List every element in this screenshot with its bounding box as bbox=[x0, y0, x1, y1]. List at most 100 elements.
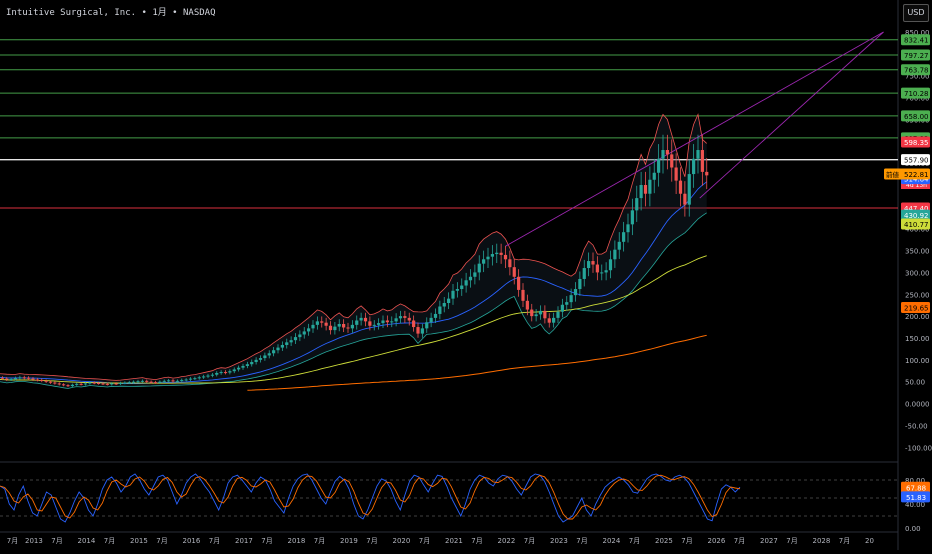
candle-body bbox=[280, 344, 284, 348]
candle-body bbox=[495, 252, 499, 255]
candle-body bbox=[123, 382, 127, 384]
candle-body bbox=[149, 381, 153, 383]
price-tag-0 bbox=[901, 34, 930, 46]
candle-body bbox=[22, 377, 26, 379]
candle-body bbox=[162, 380, 166, 382]
candle-body bbox=[359, 317, 363, 321]
countdown-tag bbox=[901, 180, 930, 190]
price-tick-label: 50.00 bbox=[905, 379, 925, 387]
price-tag-label: 710.28 bbox=[904, 90, 929, 98]
price-tick-label: -50.00 bbox=[905, 422, 928, 430]
candle-body bbox=[643, 184, 648, 194]
candle-body bbox=[267, 353, 271, 356]
candle-body bbox=[464, 280, 468, 286]
currency-button[interactable]: USD bbox=[903, 4, 929, 22]
osc-tag-label: 51.83 bbox=[906, 494, 926, 502]
price-tick-label: 250.00 bbox=[905, 291, 930, 299]
countdown-label: 4d 13h bbox=[906, 182, 927, 189]
candle-body bbox=[482, 259, 486, 264]
candle-body bbox=[355, 320, 359, 325]
candle-body bbox=[145, 380, 149, 382]
time-axis-label: 7月 bbox=[209, 537, 220, 545]
candle-body bbox=[298, 334, 302, 338]
candle-body bbox=[127, 382, 131, 384]
interval-label[interactable]: 1月 bbox=[152, 8, 167, 18]
prev-close-label: 前値 bbox=[886, 170, 900, 179]
candle-body bbox=[105, 383, 109, 385]
candle-body bbox=[132, 381, 136, 383]
candle-body bbox=[468, 276, 473, 281]
candle-body bbox=[525, 300, 529, 310]
symbol-name: Intuitive Surgical, Inc. bbox=[6, 8, 137, 18]
candle-body bbox=[289, 340, 293, 343]
candle-body bbox=[320, 321, 324, 323]
candle-body bbox=[167, 380, 171, 382]
candle-body bbox=[27, 377, 31, 379]
candle-body bbox=[665, 150, 669, 155]
candle-body bbox=[110, 383, 114, 385]
candle-body bbox=[543, 310, 547, 319]
candle-body bbox=[311, 324, 315, 329]
price-tag-label: 219.65 bbox=[904, 305, 929, 313]
candle-body bbox=[377, 323, 381, 325]
ma-mid-line bbox=[0, 255, 707, 384]
price-tag-label: 598.35 bbox=[904, 139, 929, 147]
candle-body bbox=[613, 249, 617, 260]
candle-body bbox=[622, 232, 626, 242]
candle-body bbox=[75, 383, 79, 385]
time-axis-label: 7月 bbox=[104, 537, 115, 545]
candle-body bbox=[188, 378, 193, 380]
candle-body bbox=[40, 379, 44, 381]
candle-body bbox=[438, 306, 442, 314]
price-tag-label: 430.92 bbox=[904, 212, 929, 220]
candle-body bbox=[630, 210, 634, 225]
price-tag-label: 832.41 bbox=[904, 37, 929, 45]
time-axis-label: 2024 bbox=[603, 537, 621, 545]
candle-body bbox=[53, 382, 57, 384]
price-tag-6 bbox=[901, 136, 930, 148]
candle-body bbox=[79, 383, 83, 385]
candle-body bbox=[114, 383, 118, 385]
candle-body bbox=[648, 179, 652, 194]
candle-body bbox=[670, 154, 674, 168]
candle-body bbox=[254, 359, 258, 363]
candle-body bbox=[692, 158, 696, 175]
time-axis-label: 7月 bbox=[839, 537, 850, 545]
price-tag-4 bbox=[901, 110, 930, 122]
price-tick-label: 300.00 bbox=[905, 269, 930, 277]
candle-body bbox=[394, 318, 398, 322]
price-tag-label: 514.64 bbox=[904, 176, 929, 184]
candle-body bbox=[578, 278, 582, 290]
price-tag-13 bbox=[901, 302, 930, 314]
candle-body bbox=[420, 328, 424, 334]
candle-body bbox=[451, 290, 455, 299]
candle-body bbox=[66, 385, 70, 387]
prev-close-tag bbox=[884, 168, 930, 180]
candle-body bbox=[241, 365, 245, 368]
osc-tag-0 bbox=[901, 481, 930, 493]
candle-body bbox=[674, 167, 678, 181]
candle-body bbox=[447, 298, 451, 304]
time-axis-label: 7月 bbox=[314, 537, 325, 545]
candle-body bbox=[565, 302, 569, 305]
candle-body bbox=[473, 272, 477, 277]
time-axis-label: 7月 bbox=[681, 537, 692, 545]
candle-body bbox=[573, 289, 578, 296]
candle-body bbox=[442, 303, 446, 307]
candle-body bbox=[237, 367, 241, 370]
time-axis-label: 2017 bbox=[235, 537, 253, 545]
ma-fast-line bbox=[0, 181, 707, 385]
candle-body bbox=[285, 342, 289, 345]
price-tag-2 bbox=[901, 64, 930, 76]
price-tag-label: 557.90 bbox=[904, 157, 929, 165]
candle-body bbox=[97, 383, 101, 385]
trendline-1 bbox=[699, 31, 884, 199]
candle-body bbox=[687, 174, 691, 205]
candle-body bbox=[57, 383, 61, 385]
time-axis-label: 7月 bbox=[51, 537, 62, 545]
time-axis-label: 2013 bbox=[25, 537, 43, 545]
price-tag-label: 797.27 bbox=[904, 52, 929, 60]
candle-body bbox=[363, 317, 368, 322]
